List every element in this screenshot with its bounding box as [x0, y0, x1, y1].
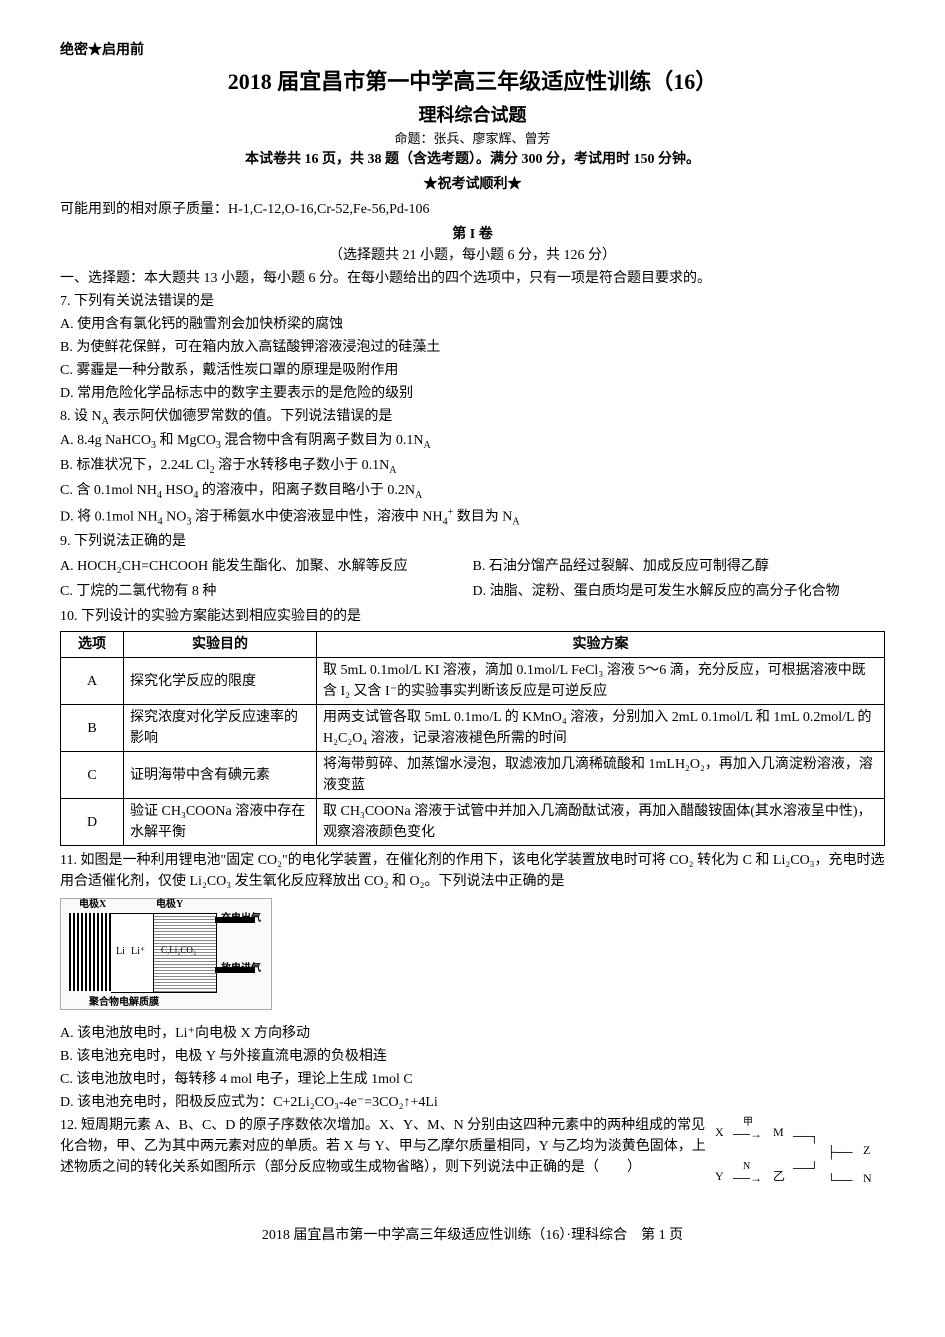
q10-b-purpose: 探究浓度对化学反应速率的影响: [124, 705, 317, 752]
q11-stem: 11. 如图是一种利用锂电池"固定 CO₂"的电化学装置，在催化剂的作用下，该电…: [60, 850, 885, 892]
q8-d-2: NO: [166, 509, 186, 524]
q7-option-a: A. 使用含有氯化钙的融雪剂会加快桥梁的腐蚀: [60, 314, 885, 335]
volume-1-title: 第 I 卷: [60, 224, 885, 245]
q9-stem: 9. 下列说法正确的是: [60, 531, 885, 552]
main-title: 2018 届宜昌市第一中学高三年级适应性训练（16）: [60, 65, 885, 98]
q8-option-c: C. 含 0.1mol NH4 HSO4 的溶液中，阳离子数目略小于 0.2NA: [60, 480, 885, 503]
q8-option-d: D. 将 0.1mol NH4 NO3 溶于稀氨水中使溶液显中性，溶液中 NH4…: [60, 505, 885, 529]
q10-table: 选项 实验目的 实验方案 A 探究化学反应的限度 取 5mL 0.1mol/L …: [60, 631, 885, 846]
q12-z: Z: [863, 1141, 870, 1159]
q7-stem: 7. 下列有关说法错误的是: [60, 291, 885, 312]
q8-option-b: B. 标准状况下，2.24L Cl2 溶于水转移电子数小于 0.1NA: [60, 455, 885, 478]
bracket-icon: ├──: [827, 1143, 853, 1161]
q8-stem: 8. 设 NA 表示阿伏伽德罗常数的值。下列说法错误的是: [60, 406, 885, 429]
q12-yi: 乙: [773, 1167, 785, 1185]
exam-info: 本试卷共 16 页，共 38 题（含选考题）。满分 300 分，考试用时 150…: [60, 149, 885, 170]
subtitle: 理科综合试题: [60, 102, 885, 129]
q10-a-opt: A: [61, 658, 124, 705]
q8-c-1: C. 含 0.1mol NH: [60, 483, 157, 498]
q8-option-a: A. 8.4g NaHCO3 和 MgCO3 混合物中含有阴离子数目为 0.1N…: [60, 430, 885, 453]
q9-option-b: B. 石油分馏产品经过裂解、加成反应可制得乙醇: [473, 556, 886, 577]
arrow2-icon: ──→: [733, 1169, 762, 1187]
q10-c-opt: C: [61, 752, 124, 799]
q8-a-2: 和 MgCO: [160, 433, 216, 448]
q9-row1: A. HOCH₂CH=CHCOOH 能发生酯化、加聚、水解等反应 B. 石油分馏…: [60, 554, 885, 579]
q8-stem-b: 表示阿伏伽德罗常数的值。下列说法错误的是: [112, 409, 392, 424]
q10-a-scheme: 取 5mL 0.1mol/L KI 溶液，滴加 0.1mol/L FeCl₃ 溶…: [317, 658, 885, 705]
q10-th-scheme: 实验方案: [317, 632, 885, 658]
q8-a-3: 混合物中含有阴离子数目为 0.1N: [224, 433, 423, 448]
q10-c-scheme: 将海带剪碎、加蒸馏水浸泡，取滤液加几滴稀硫酸和 1mLH₂O₂，再加入几滴淀粉溶…: [317, 752, 885, 799]
li-label: Li: [116, 944, 125, 959]
q7-option-c: C. 雾霾是一种分散系，戴活性炭口罩的原理是吸附作用: [60, 360, 885, 381]
table-row: C 证明海带中含有碘元素 将海带剪碎、加蒸馏水浸泡，取滤液加几滴稀硫酸和 1mL…: [61, 752, 885, 799]
q10-th-purpose: 实验目的: [124, 632, 317, 658]
q9-option-d: D. 油脂、淀粉、蛋白质均是可发生水解反应的高分子化合物: [473, 581, 886, 602]
q8-d-4: 数目为 N: [457, 509, 513, 524]
q12-diagram: X 甲 ──→ M ──┐ ├── Z ──┘ Y N ──→ 乙 └── N: [715, 1115, 885, 1205]
arrow-icon: ──→: [733, 1125, 762, 1143]
table-row: B 探究浓度对化学反应速率的影响 用两支试管各取 5mL 0.1mo/L 的 K…: [61, 705, 885, 752]
q10-d-purpose: 验证 CH₃COONa 溶液中存在水解平衡: [124, 799, 317, 846]
authors-line: 命题：张兵、廖家辉、曾芳: [60, 129, 885, 149]
q10-stem: 10. 下列设计的实验方案能达到相应实验目的的是: [60, 606, 885, 627]
volume-1-note: （选择题共 21 小题，每小题 6 分，共 126 分）: [60, 245, 885, 266]
q10-th-opt: 选项: [61, 632, 124, 658]
membrane-label: 聚合物电解质膜: [89, 995, 159, 1010]
q12-block: X 甲 ──→ M ──┐ ├── Z ──┘ Y N ──→ 乙 └── N …: [60, 1115, 885, 1205]
atomic-masses: 可能用到的相对原子质量：H-1,C-12,O-16,Cr-52,Fe-56,Pd…: [60, 199, 885, 220]
q10-d-opt: D: [61, 799, 124, 846]
q10-b-scheme: 用两支试管各取 5mL 0.1mo/L 的 KMnO₄ 溶液，分别加入 2mL …: [317, 705, 885, 752]
good-luck: ★祝考试顺利★: [60, 174, 885, 195]
q11-option-a: A. 该电池放电时，Li⁺向电极 X 方向移动: [60, 1023, 885, 1044]
line-icon: ──┐: [793, 1127, 819, 1145]
q11-option-b: B. 该电池充电时，电极 Y 与外接直流电源的负极相连: [60, 1046, 885, 1067]
li-plus-label: Li⁺: [131, 944, 145, 959]
q7-option-d: D. 常用危险化学品标志中的数字主要表示的是危险的级别: [60, 383, 885, 404]
line3-icon: └──: [827, 1171, 853, 1189]
q8-d-3: 溶于稀氨水中使溶液显中性，溶液中 NH: [195, 509, 443, 524]
clico3-label: C,Li₂CO₃: [161, 944, 196, 958]
q11-option-d: D. 该电池充电时，阳极反应式为：C+2Li₂CO₃-4e⁻=3CO₂↑+4Li: [60, 1092, 885, 1113]
q12-n: N: [863, 1169, 872, 1187]
q10-a-purpose: 探究化学反应的限度: [124, 658, 317, 705]
table-row: A 探究化学反应的限度 取 5mL 0.1mol/L KI 溶液，滴加 0.1m…: [61, 658, 885, 705]
electrode-x: [69, 913, 111, 991]
q12-x: X: [715, 1123, 724, 1141]
q8-b-2: 溶于水转移电子数小于 0.1N: [218, 458, 389, 473]
q8-b-1: B. 标准状况下，2.24L Cl: [60, 458, 210, 473]
q8-d-1: D. 将 0.1mol NH: [60, 509, 158, 524]
confidential-label: 绝密★启用前: [60, 40, 885, 61]
q12-m: M: [773, 1123, 784, 1141]
table-row: D 验证 CH₃COONa 溶液中存在水解平衡 取 CH₃COONa 溶液于试管…: [61, 799, 885, 846]
q10-d-scheme: 取 CH₃COONa 溶液于试管中并加入几滴酚酞试液，再加入醋酸铵固体(其水溶液…: [317, 799, 885, 846]
q10-c-purpose: 证明海带中含有碘元素: [124, 752, 317, 799]
q9-row2: C. 丁烷的二氯代物有 8 种 D. 油脂、淀粉、蛋白质均是可发生水解反应的高分…: [60, 579, 885, 604]
q12-y: Y: [715, 1167, 724, 1185]
charge-label: 充电出气: [221, 911, 261, 926]
q9-option-a: A. HOCH₂CH=CHCOOH 能发生酯化、加聚、水解等反应: [60, 556, 473, 577]
q8-c-3: 的溶液中，阳离子数目略小于 0.2N: [202, 483, 415, 498]
q8-stem-a: 8. 设 N: [60, 409, 102, 424]
q11-diagram: 电极X 电极Y Li Li⁺ C,Li₂CO₃ 充电出气 放电进气 聚合物电解质…: [60, 898, 272, 1010]
q11-option-c: C. 该电池放电时，每转移 4 mol 电子，理论上生成 1mol C: [60, 1069, 885, 1090]
page-footer: 2018 届宜昌市第一中学高三年级适应性训练（16）·理科综合 第 1 页: [60, 1225, 885, 1246]
q9-option-c: C. 丁烷的二氯代物有 8 种: [60, 581, 473, 602]
q8-c-2: HSO: [165, 483, 193, 498]
q8-a-1: A. 8.4g NaHCO: [60, 433, 151, 448]
discharge-label: 放电进气: [221, 961, 261, 976]
electrode-x-label: 电极X: [79, 897, 106, 912]
electrode-y-label: 电极Y: [156, 897, 183, 912]
line2-icon: ──┘: [793, 1159, 819, 1177]
section-instructions: 一、选择题：本大题共 13 小题，每小题 6 分。在每小题给出的四个选项中，只有…: [60, 268, 885, 289]
q10-b-opt: B: [61, 705, 124, 752]
q7-option-b: B. 为使鲜花保鲜，可在箱内放入高锰酸钾溶液浸泡过的硅藻土: [60, 337, 885, 358]
